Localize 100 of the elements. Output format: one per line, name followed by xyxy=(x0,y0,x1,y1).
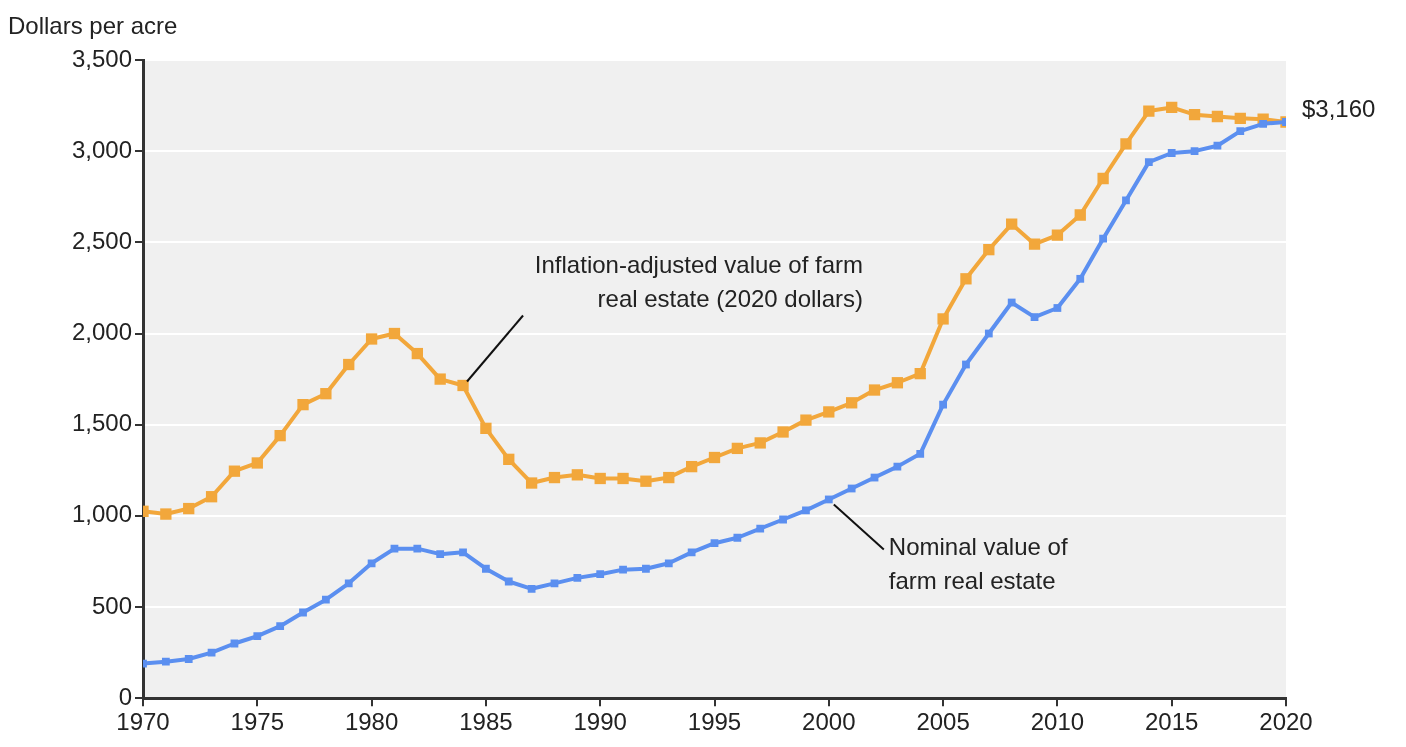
point xyxy=(594,472,606,485)
point xyxy=(664,559,673,568)
point xyxy=(525,477,538,489)
point xyxy=(482,564,490,573)
point xyxy=(1053,304,1062,312)
point xyxy=(847,484,856,493)
point xyxy=(642,564,650,573)
point xyxy=(1167,149,1176,157)
point xyxy=(274,429,286,442)
point xyxy=(1099,234,1108,243)
point xyxy=(207,648,216,657)
x-tick-label: 2020 xyxy=(1259,708,1313,736)
point xyxy=(916,449,925,458)
y-tick-label: 1,000 xyxy=(71,500,132,528)
point xyxy=(802,506,810,515)
point xyxy=(343,358,355,371)
point xyxy=(183,502,195,515)
x-tick-label: 2000 xyxy=(802,708,856,736)
point xyxy=(823,406,835,418)
y-tick-label: 1,500 xyxy=(71,409,132,437)
x-tick-label: 1985 xyxy=(459,708,513,736)
point xyxy=(320,388,332,400)
point xyxy=(984,329,993,338)
y-tick-label: 2,000 xyxy=(71,318,132,346)
point xyxy=(1051,229,1064,241)
point xyxy=(1120,138,1132,150)
point xyxy=(228,465,241,477)
point xyxy=(685,460,698,473)
point xyxy=(779,515,787,524)
y-tick-label: 0 xyxy=(118,682,132,710)
point xyxy=(983,243,995,256)
point xyxy=(914,367,926,380)
point xyxy=(1122,196,1130,205)
point xyxy=(846,397,858,409)
point xyxy=(1234,112,1246,125)
point xyxy=(640,475,652,487)
y-tick-label: 2,500 xyxy=(71,226,132,254)
point xyxy=(276,622,285,631)
point xyxy=(550,579,559,588)
point xyxy=(617,472,629,485)
point xyxy=(1030,313,1039,321)
point xyxy=(891,377,904,389)
point xyxy=(251,457,263,469)
point xyxy=(457,379,469,392)
point xyxy=(1076,274,1085,283)
point xyxy=(777,426,789,438)
point xyxy=(1236,127,1245,135)
annotation: $3,160 xyxy=(1302,94,1376,122)
point xyxy=(205,491,218,503)
point xyxy=(548,471,561,484)
point xyxy=(503,453,515,465)
point xyxy=(937,313,949,325)
point xyxy=(436,550,445,559)
point xyxy=(731,442,744,455)
point xyxy=(1028,238,1041,250)
point xyxy=(1259,119,1268,128)
point xyxy=(344,579,353,588)
point xyxy=(1006,218,1018,230)
point xyxy=(365,333,378,345)
point xyxy=(160,508,172,520)
point xyxy=(1211,110,1224,123)
point xyxy=(800,414,812,426)
x-tick-label: 2010 xyxy=(1030,708,1085,736)
point xyxy=(1143,105,1155,117)
point xyxy=(434,373,446,385)
point xyxy=(708,451,721,464)
x-tick-label: 1970 xyxy=(116,708,170,736)
point xyxy=(962,360,970,369)
point xyxy=(710,539,719,548)
point xyxy=(184,655,193,663)
point xyxy=(161,657,170,666)
point xyxy=(411,347,423,360)
point xyxy=(960,273,972,285)
point xyxy=(504,577,513,586)
point xyxy=(413,544,422,553)
x-tick-label: 1975 xyxy=(230,708,284,736)
point xyxy=(939,400,947,409)
point xyxy=(1097,172,1109,185)
point xyxy=(893,462,902,471)
point xyxy=(321,595,330,604)
point xyxy=(480,422,492,434)
point xyxy=(253,632,262,641)
x-tick-label: 1980 xyxy=(344,708,399,736)
point xyxy=(687,548,696,557)
x-tick-label: 2015 xyxy=(1145,708,1199,736)
y-tick-label: 500 xyxy=(91,591,132,619)
point xyxy=(367,559,376,568)
annotation: Nominal value of farm real estate xyxy=(888,533,1068,595)
point xyxy=(619,565,627,574)
y-axis-title: Dollars per acre xyxy=(8,12,178,39)
point xyxy=(390,544,399,553)
y-tick-label: 3,000 xyxy=(71,135,132,163)
point xyxy=(596,570,605,579)
x-tick-label: 2005 xyxy=(916,708,970,736)
y-tick-label: 3,500 xyxy=(71,44,132,72)
point xyxy=(733,533,742,542)
point xyxy=(868,384,881,396)
x-tick-label: 1995 xyxy=(687,708,742,736)
point xyxy=(527,584,536,593)
point xyxy=(459,548,467,557)
